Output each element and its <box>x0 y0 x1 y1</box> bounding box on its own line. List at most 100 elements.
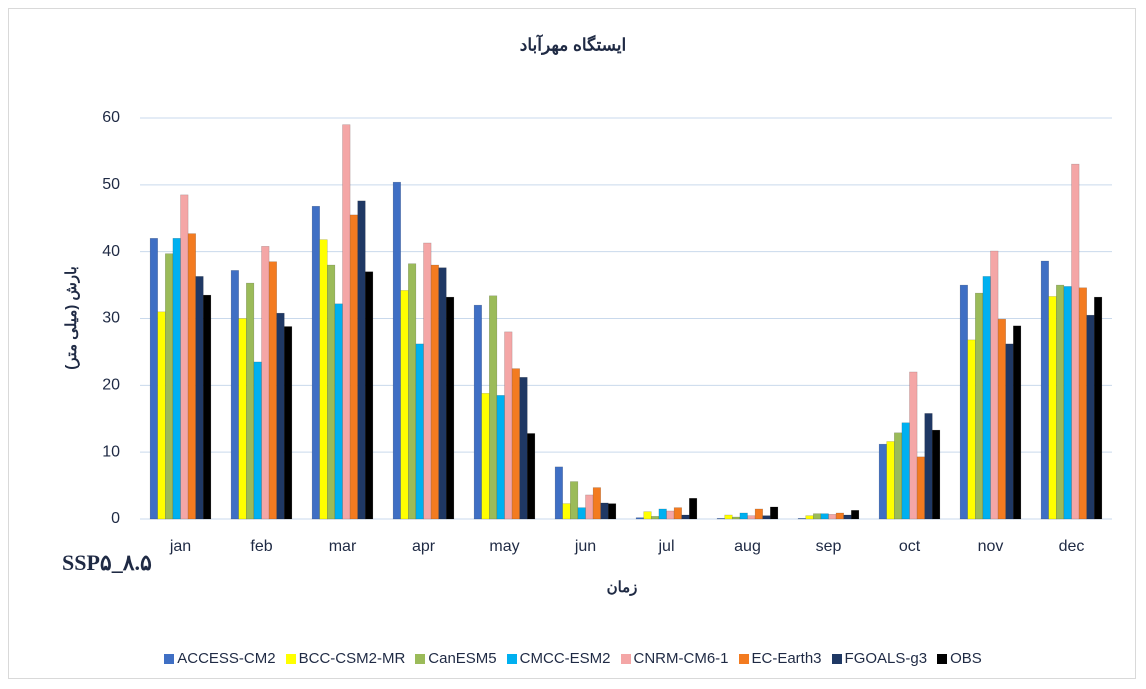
legend-label: BCC-CSM2-MR <box>298 650 406 667</box>
bar <box>1078 287 1087 520</box>
bar <box>967 339 976 520</box>
bar <box>843 514 852 520</box>
x-axis-label: زمان <box>607 579 638 596</box>
bar <box>1048 296 1057 520</box>
y-tick-label: 10 <box>102 443 120 460</box>
bar <box>762 515 771 520</box>
legend-label: CanESM5 <box>428 650 497 667</box>
legend-swatch <box>738 653 749 664</box>
bar <box>408 263 417 520</box>
bar <box>820 513 829 520</box>
legend-swatch <box>620 653 631 664</box>
bar <box>959 284 968 520</box>
bar <box>1063 286 1072 520</box>
bar <box>585 494 594 520</box>
bar <box>835 512 844 520</box>
bar <box>1005 343 1014 520</box>
y-axis-label: بارش (میلی متر) <box>63 266 80 370</box>
bar <box>187 233 196 520</box>
bar <box>261 246 270 520</box>
bar <box>681 514 690 520</box>
bar <box>276 312 285 520</box>
bar <box>311 205 320 520</box>
bar <box>600 502 609 520</box>
bar <box>284 326 293 520</box>
bar <box>446 296 455 520</box>
legend-swatch <box>285 653 296 664</box>
x-tick-label: jan <box>169 538 191 555</box>
x-tick-label: feb <box>250 538 272 555</box>
bar <box>643 511 652 520</box>
bar <box>392 181 401 520</box>
bar <box>732 516 741 520</box>
bar <box>349 214 358 520</box>
bar <box>423 242 432 520</box>
bar <box>481 393 490 520</box>
x-tick-label: nov <box>978 538 1004 555</box>
bar <box>673 507 682 520</box>
bar <box>716 518 725 520</box>
bar <box>570 481 579 520</box>
bar <box>608 503 617 520</box>
legend-item: OBS <box>937 650 982 667</box>
bar <box>770 506 779 520</box>
legend-label: FGOALS-g3 <box>844 650 928 667</box>
bar <box>689 498 698 520</box>
bar <box>203 294 212 520</box>
legend-item: EC-Earth3 <box>738 650 822 667</box>
bar <box>909 371 918 520</box>
legend-label: OBS <box>950 650 982 667</box>
bar <box>511 368 520 520</box>
bar <box>724 514 733 520</box>
bar <box>504 331 513 520</box>
x-tick-label: sep <box>816 538 842 555</box>
bar <box>658 508 667 520</box>
legend-swatch <box>937 653 948 664</box>
bar <box>172 238 181 520</box>
x-tick-label: apr <box>412 538 436 555</box>
bar <box>666 510 675 520</box>
bar <box>975 292 984 520</box>
bar <box>342 124 351 520</box>
legend-swatch <box>506 653 517 664</box>
bar <box>562 503 571 520</box>
legend-label: EC-Earth3 <box>751 650 822 667</box>
bar <box>990 250 999 520</box>
bar <box>592 487 601 520</box>
bar <box>754 508 763 520</box>
bar <box>828 514 837 520</box>
bar <box>932 429 941 520</box>
bar <box>1040 260 1049 520</box>
bar <box>438 267 447 520</box>
bar <box>805 515 814 520</box>
bar <box>365 271 374 520</box>
legend-item: CNRM-CM6-1 <box>620 650 729 667</box>
bar <box>901 422 910 520</box>
bar <box>1086 314 1095 520</box>
x-tick-label: mar <box>329 538 357 555</box>
legend-swatch <box>831 653 842 664</box>
bar <box>916 456 925 520</box>
bar <box>230 270 239 520</box>
legend-item: CMCC-ESM2 <box>506 650 611 667</box>
x-tick-label: jun <box>574 538 596 555</box>
x-tick-label: jul <box>657 538 674 555</box>
bar <box>165 253 174 520</box>
bar <box>813 513 822 520</box>
legend: ACCESS-CM2 BCC-CSM2-MR CanESM5 CMCC-ESM2 CNR… <box>0 650 1146 667</box>
bar <box>739 512 748 520</box>
bar <box>747 515 756 520</box>
legend-item: BCC-CSM2-MR <box>285 650 406 667</box>
bar <box>982 276 991 520</box>
bar <box>415 343 424 520</box>
bar <box>268 261 277 520</box>
bar <box>246 282 255 520</box>
y-tick-label: 30 <box>102 310 120 327</box>
bar <box>924 413 933 520</box>
bar <box>400 290 409 520</box>
bar <box>554 466 563 520</box>
legend-label: CMCC-ESM2 <box>519 650 611 667</box>
bar <box>651 516 660 520</box>
bar <box>886 441 895 520</box>
